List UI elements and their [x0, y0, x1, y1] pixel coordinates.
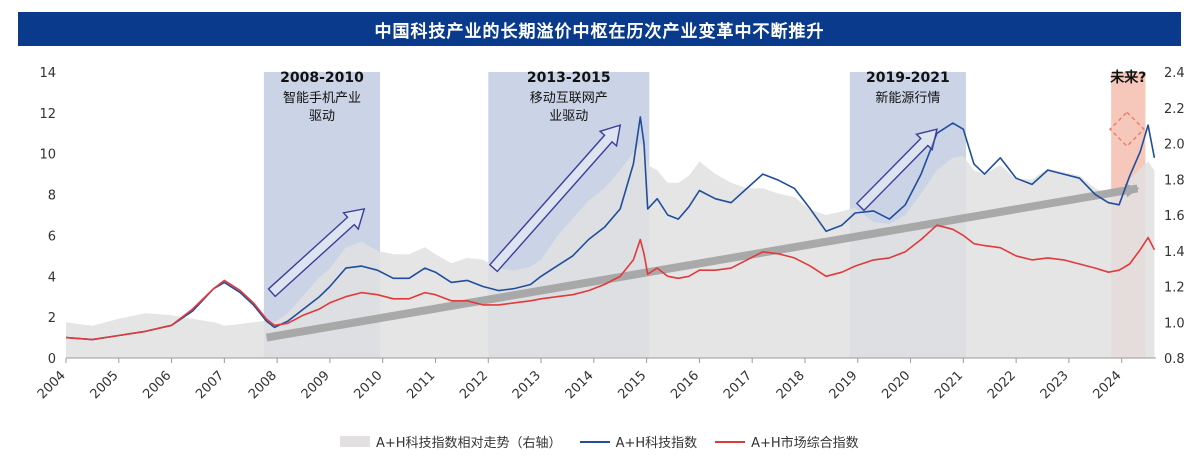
x-tick-label: 2020	[879, 368, 913, 402]
x-tick-label: 2011	[404, 368, 438, 402]
x-tick-label: 2005	[88, 368, 122, 402]
x-tick-label: 2017	[721, 368, 755, 402]
x-tick-label: 2010	[352, 368, 386, 402]
right-tick-label: 1.8	[1164, 173, 1185, 188]
x-tick-label: 2024	[1091, 368, 1125, 402]
period-subtitle-0: 智能手机产业	[283, 91, 361, 106]
tech-index-line	[65, 116, 1156, 341]
chart-title: 中国科技产业的长期溢价中枢在历次产业变革中不断推升	[18, 12, 1181, 46]
left-tick-label: 12	[39, 107, 56, 122]
left-tick-label: 6	[48, 229, 56, 244]
right-tick-label: 1.6	[1164, 209, 1185, 224]
legend-swatch-area	[340, 436, 370, 447]
left-tick-label: 4	[48, 270, 56, 285]
period-title-1: 2013-2015	[527, 70, 611, 86]
x-tick-label: 2008	[246, 368, 280, 402]
market-index-line	[65, 224, 1156, 341]
legend: A+H科技指数相对走势（右轴） A+H科技指数 A+H市场综合指数	[340, 432, 859, 451]
x-tick-label: 2022	[985, 368, 1019, 402]
left-tick-label: 0	[48, 352, 56, 367]
x-tick-label: 2004	[35, 368, 69, 402]
left-tick-label: 14	[39, 66, 56, 81]
x-tick-label: 2019	[827, 368, 861, 402]
x-tick-label: 2016	[668, 368, 702, 402]
legend-item-tech: A+H科技指数	[579, 432, 698, 451]
right-tick-label: 2.0	[1164, 138, 1185, 153]
period-title-0: 2008-2010	[280, 70, 364, 86]
x-tick-label: 2015	[615, 368, 649, 402]
right-tick-label: 2.4	[1164, 66, 1185, 81]
trend-arrow	[265, 183, 1140, 342]
x-tick-label: 2014	[563, 368, 597, 402]
right-tick-label: 0.8	[1164, 352, 1185, 367]
period-subtitle-2: 新能源行情	[875, 90, 940, 106]
period-arrow-shape	[267, 207, 366, 298]
legend-item-market: A+H市场综合指数	[715, 432, 859, 451]
right-tick-label: 2.2	[1164, 102, 1185, 117]
left-tick-label: 2	[48, 311, 56, 326]
period-arrow-2	[855, 128, 938, 212]
x-tick-label: 2007	[193, 368, 227, 402]
period-arrow-shape	[488, 124, 622, 273]
left-tick-label: 8	[48, 189, 56, 204]
x-tick-label: 2012	[457, 368, 491, 402]
legend-label-market: A+H市场综合指数	[751, 436, 859, 451]
period-title-3: 未来?	[1110, 69, 1146, 86]
legend-label-tech: A+H科技指数	[615, 436, 698, 451]
legend-swatch-tech	[579, 440, 610, 443]
x-tick-label: 2023	[1038, 368, 1072, 402]
relative-area	[66, 143, 1155, 358]
period-subtitle-1: 移动互联网产	[530, 91, 608, 106]
x-tick-label: 2021	[932, 368, 966, 402]
period-arrow-0	[267, 207, 366, 298]
period-title-2: 2019-2021	[866, 70, 950, 86]
left-tick-label: 10	[39, 148, 56, 163]
period-arrow-1	[488, 124, 622, 273]
legend-item-relative: A+H科技指数相对走势（右轴）	[340, 432, 562, 451]
legend-swatch-market	[715, 440, 746, 443]
x-tick-label: 2006	[140, 368, 174, 402]
x-tick-label: 2018	[774, 368, 808, 402]
right-tick-label: 1.4	[1164, 245, 1185, 260]
right-tick-label: 1.2	[1164, 281, 1185, 296]
legend-label-relative: A+H科技指数相对走势（右轴）	[376, 436, 562, 451]
period-subtitle-1: 业驱动	[549, 109, 588, 124]
period-arrow-shape	[855, 128, 938, 212]
x-tick-label: 2009	[299, 368, 333, 402]
period-subtitle-0: 驱动	[309, 109, 335, 124]
x-tick-label: 2013	[510, 368, 544, 402]
future-dashed-marker	[1108, 111, 1145, 148]
right-tick-label: 1.0	[1164, 316, 1185, 331]
